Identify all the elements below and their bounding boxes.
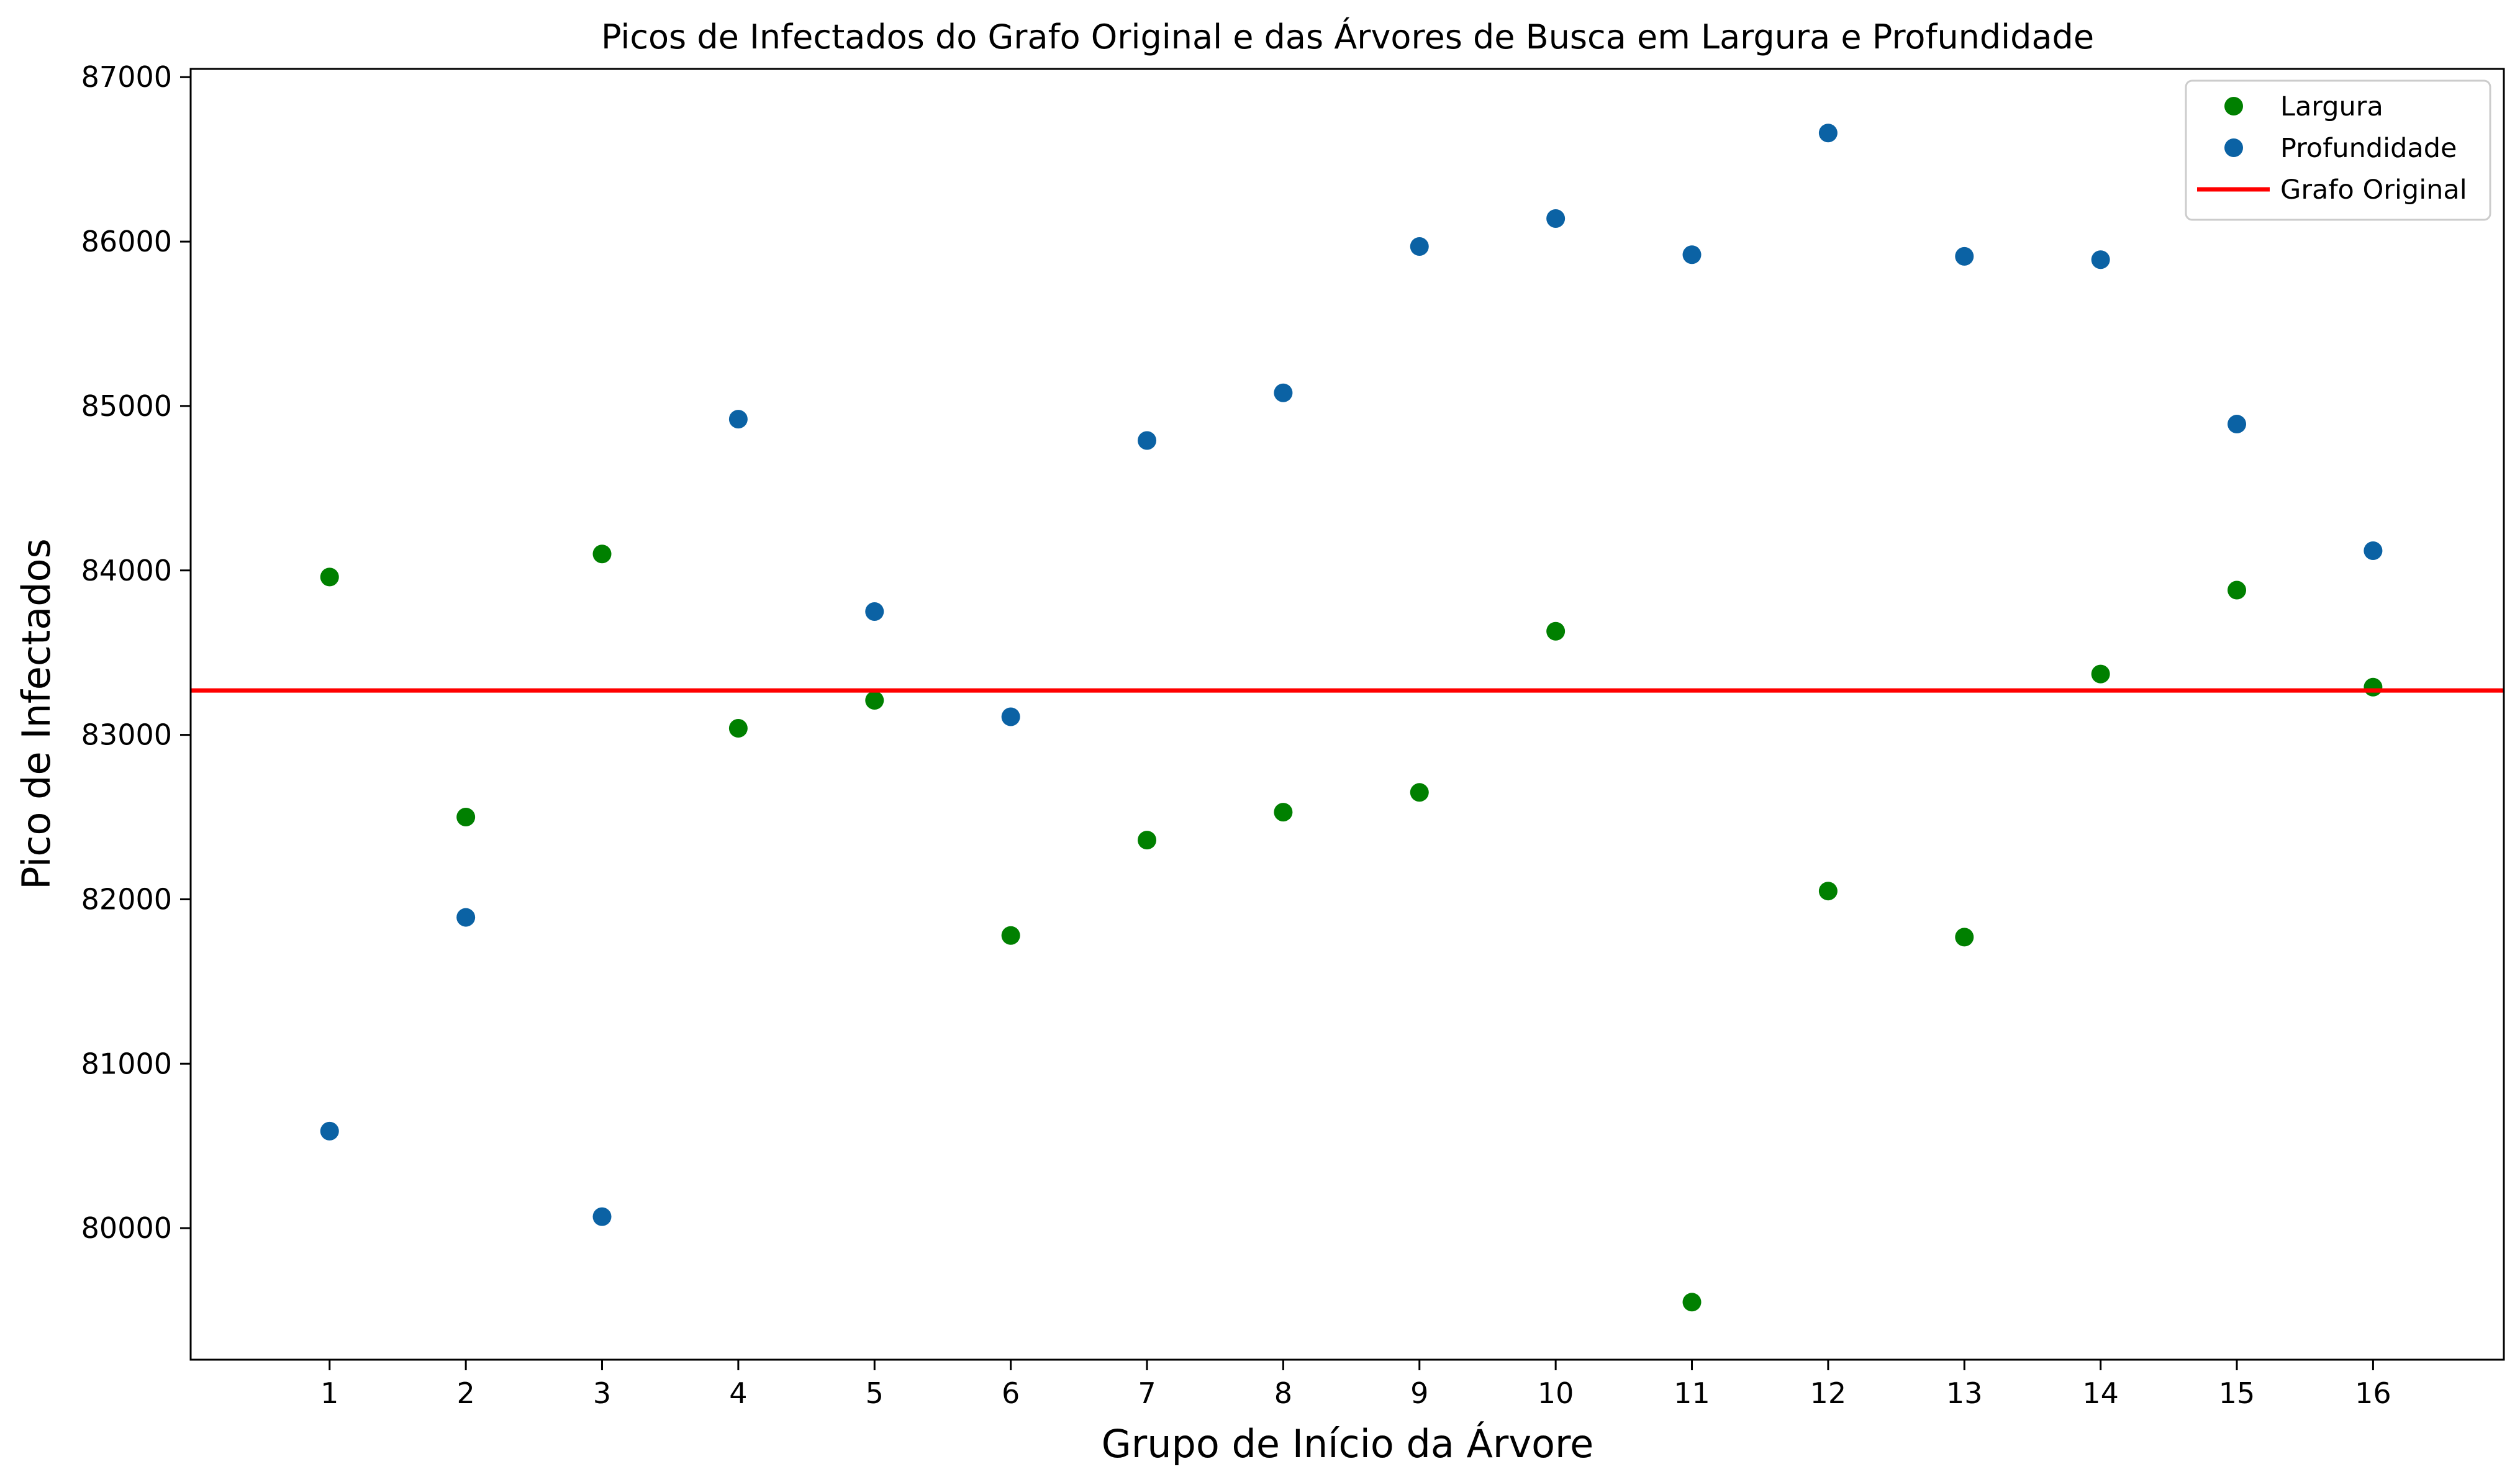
x-tick-label-5: 5 (866, 1376, 884, 1410)
x-tick-label-6: 6 (1002, 1376, 1020, 1410)
y-tick-label-81000: 81000 (81, 1047, 172, 1080)
point-profundidade-15 (2228, 415, 2247, 434)
point-profundidade-2 (456, 908, 476, 927)
plot-area (191, 124, 2504, 1312)
y-tick-label-84000: 84000 (81, 554, 172, 587)
point-largura-10 (1546, 621, 1566, 641)
legend: Largura Profundidade Grafo Original (2185, 79, 2491, 221)
x-tick-label-11: 11 (1674, 1376, 1710, 1410)
point-profundidade-5 (865, 602, 884, 621)
x-tick-label-2: 2 (456, 1376, 474, 1410)
y-tick-label-86000: 86000 (81, 225, 172, 258)
point-largura-15 (2228, 581, 2247, 600)
point-largura-2 (456, 808, 476, 827)
legend-marker-largura (2224, 97, 2243, 115)
x-tick-label-3: 3 (593, 1376, 611, 1410)
y-tick-label-80000: 80000 (81, 1211, 172, 1245)
point-profundidade-6 (1001, 707, 1020, 726)
x-tick-label-4: 4 (729, 1376, 747, 1410)
y-tick-label-83000: 83000 (81, 718, 172, 752)
point-profundidade-11 (1682, 245, 1702, 264)
point-profundidade-14 (2091, 250, 2110, 269)
point-largura-7 (1138, 831, 1157, 850)
point-profundidade-1 (320, 1121, 339, 1141)
point-largura-16 (2364, 677, 2383, 697)
y-tick-label-87000: 87000 (81, 60, 172, 94)
point-profundidade-3 (592, 1207, 612, 1226)
x-tick-label-8: 8 (1274, 1376, 1292, 1410)
chart-title: Picos de Infectados do Grafo Original e … (601, 17, 2094, 56)
point-largura-14 (2091, 664, 2110, 684)
point-profundidade-7 (1138, 431, 1157, 450)
point-largura-5 (865, 690, 884, 710)
x-tick-label-15: 15 (2219, 1376, 2255, 1410)
plot-frame (189, 68, 2505, 1361)
axes: 1 2 3 4 5 6 7 8 9 10 11 12 13 14 15 1680000810008200083… (81, 60, 2391, 1410)
y-tick-label-82000: 82000 (81, 882, 172, 916)
point-largura-8 (1274, 803, 1293, 822)
point-largura-11 (1682, 1293, 1702, 1312)
y-tick-label-85000: 85000 (81, 389, 172, 423)
point-profundidade-10 (1546, 209, 1566, 228)
point-largura-6 (1001, 926, 1020, 945)
point-profundidade-4 (728, 410, 748, 429)
legend-box (2185, 79, 2491, 221)
x-tick-label-16: 16 (2355, 1376, 2391, 1410)
x-tick-label-10: 10 (1538, 1376, 1574, 1410)
point-largura-3 (592, 544, 612, 564)
legend-label-grafo-original: Grafo Original (2280, 174, 2467, 206)
point-profundidade-13 (1955, 246, 1974, 266)
x-axis-label: Grupo de Início da Árvore (1102, 1421, 1594, 1466)
x-tick-label-9: 9 (1410, 1376, 1428, 1410)
x-tick-label-14: 14 (2082, 1376, 2119, 1410)
point-largura-12 (1818, 882, 1838, 901)
point-profundidade-9 (1410, 237, 1429, 256)
point-profundidade-12 (1818, 124, 1838, 143)
point-profundidade-16 (2364, 541, 2383, 560)
point-largura-9 (1410, 783, 1429, 802)
x-tick-label-7: 7 (1138, 1376, 1156, 1410)
point-largura-4 (728, 719, 748, 738)
point-largura-13 (1955, 928, 1974, 947)
legend-label-largura: Largura (2280, 91, 2383, 122)
x-tick-label-12: 12 (1810, 1376, 1847, 1410)
legend-marker-profundidade (2224, 138, 2243, 157)
x-tick-label-13: 13 (1946, 1376, 1983, 1410)
point-largura-1 (320, 567, 339, 587)
legend-label-profundidade: Profundidade (2280, 133, 2457, 164)
y-axis-label: Pico de Infectados (14, 538, 59, 890)
x-tick-label-1: 1 (320, 1376, 338, 1410)
point-profundidade-8 (1274, 383, 1293, 402)
